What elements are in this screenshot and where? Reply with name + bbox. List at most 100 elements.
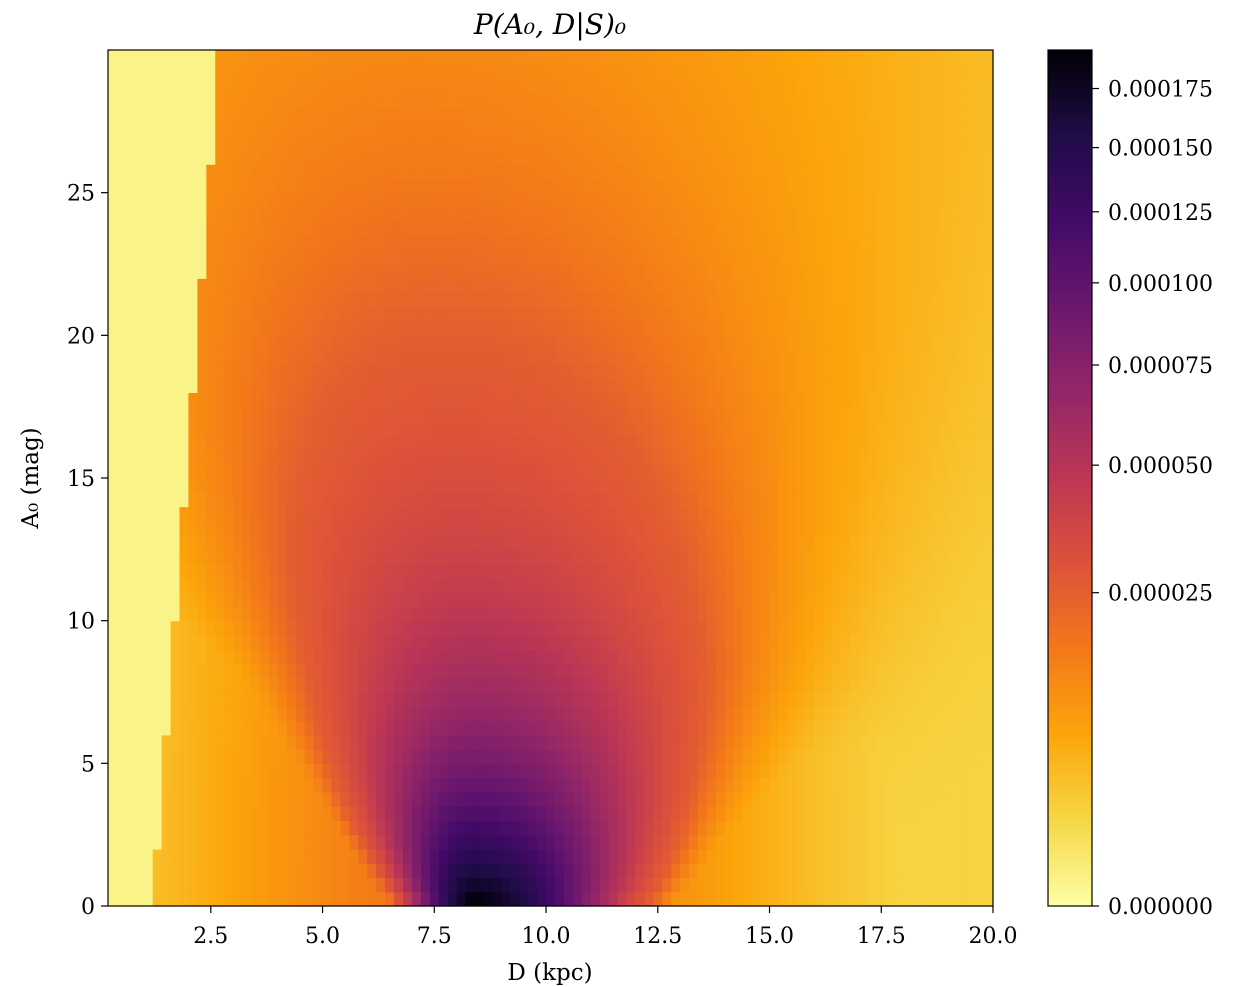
heatmap-cell: [340, 663, 350, 679]
heatmap-cell: [626, 663, 637, 679]
heatmap-cell: [492, 478, 502, 493]
heatmap-cell: [134, 763, 145, 779]
heatmap-cell: [849, 634, 860, 650]
heatmap-cell: [188, 777, 198, 793]
heatmap-cell: [528, 520, 538, 536]
heatmap-cell: [814, 264, 824, 279]
heatmap-cell: [698, 734, 708, 750]
heatmap-cell: [188, 363, 198, 379]
heatmap-cell: [751, 677, 762, 693]
heatmap-cell: [706, 192, 717, 208]
heatmap-cell: [966, 806, 976, 821]
heatmap-cell: [394, 206, 404, 222]
heatmap-cell: [680, 235, 690, 251]
heatmap-cell: [501, 264, 511, 279]
heatmap-cell: [689, 649, 699, 665]
heatmap-cell: [984, 349, 994, 365]
heatmap-cell: [125, 563, 136, 579]
heatmap-cell: [492, 734, 502, 750]
heatmap-cell: [420, 449, 431, 465]
heatmap-cell: [823, 349, 833, 365]
heatmap-cell: [367, 235, 377, 251]
heatmap-cell: [519, 649, 529, 665]
heatmap-cell: [108, 363, 118, 379]
heatmap-cell: [689, 563, 699, 579]
heatmap-cell: [179, 349, 190, 365]
heatmap-cell: [948, 720, 958, 736]
heatmap-cell: [581, 392, 592, 408]
heatmap-cell: [823, 863, 833, 879]
heatmap-cell: [143, 264, 154, 279]
heatmap-cell: [161, 392, 172, 408]
heatmap-cell: [662, 192, 672, 208]
heatmap-cell: [438, 806, 449, 821]
heatmap-cell: [465, 492, 476, 508]
heatmap-cell: [331, 278, 342, 294]
heatmap-cell: [698, 435, 708, 451]
heatmap-cell: [921, 577, 932, 593]
heatmap-cell: [286, 763, 297, 779]
heatmap-cell: [778, 863, 788, 879]
heatmap-cell: [206, 306, 216, 322]
heatmap-cell: [519, 192, 529, 208]
heatmap-cell: [376, 306, 386, 322]
heatmap-cell: [447, 335, 458, 351]
heatmap-cell: [787, 249, 797, 265]
heatmap-cell: [528, 749, 538, 764]
heatmap-cell: [313, 692, 324, 707]
heatmap-cell: [268, 649, 279, 665]
heatmap-cell: [188, 563, 198, 579]
heatmap-cell: [161, 506, 172, 522]
heatmap-cell: [626, 506, 637, 522]
heatmap-cell: [304, 321, 315, 336]
heatmap-cell: [349, 378, 359, 393]
heatmap-cell: [662, 848, 672, 864]
heatmap-cell: [492, 749, 502, 764]
heatmap-cell: [975, 749, 985, 764]
heatmap-cell: [385, 677, 395, 693]
heatmap-cell: [385, 335, 395, 351]
heatmap-cell: [742, 634, 753, 650]
heatmap-cell: [394, 192, 404, 208]
heatmap-cell: [858, 292, 869, 308]
heatmap-cell: [671, 763, 681, 779]
heatmap-cell: [286, 306, 297, 322]
heatmap-cell: [546, 378, 556, 393]
heatmap-cell: [706, 592, 717, 607]
heatmap-cell: [653, 478, 663, 493]
heatmap-cell: [689, 720, 699, 736]
heatmap-cell: [680, 349, 690, 365]
heatmap-cell: [277, 606, 288, 622]
heatmap-cell: [170, 463, 181, 479]
heatmap-cell: [268, 877, 279, 893]
heatmap-cell: [966, 420, 976, 436]
heatmap-cell: [286, 206, 297, 222]
heatmap-cell: [742, 720, 753, 736]
heatmap-cell: [751, 435, 762, 451]
heatmap-cell: [841, 335, 851, 351]
heatmap-cell: [367, 734, 377, 750]
heatmap-cell: [420, 749, 431, 764]
heatmap-cell: [930, 863, 940, 879]
heatmap-cell: [984, 478, 994, 493]
heatmap-cell: [546, 249, 556, 265]
heatmap-cell: [912, 492, 923, 508]
heatmap-cell: [501, 734, 511, 750]
heatmap-cell: [134, 335, 145, 351]
heatmap-cell: [984, 663, 994, 679]
heatmap-cell: [885, 777, 896, 793]
heatmap-cell: [161, 577, 172, 593]
heatmap-cell: [411, 749, 422, 764]
heatmap-cell: [483, 620, 493, 636]
heatmap-cell: [233, 577, 243, 593]
heatmap-cell: [742, 306, 753, 322]
heatmap-cell: [420, 592, 431, 607]
heatmap-cell: [867, 378, 878, 393]
heatmap-cell: [474, 577, 485, 593]
heatmap-cell: [215, 791, 225, 807]
heatmap-cell: [957, 692, 967, 707]
heatmap-cell: [295, 848, 306, 864]
heatmap-cell: [465, 306, 476, 322]
heatmap-cell: [313, 763, 324, 779]
heatmap-cell: [349, 592, 359, 607]
